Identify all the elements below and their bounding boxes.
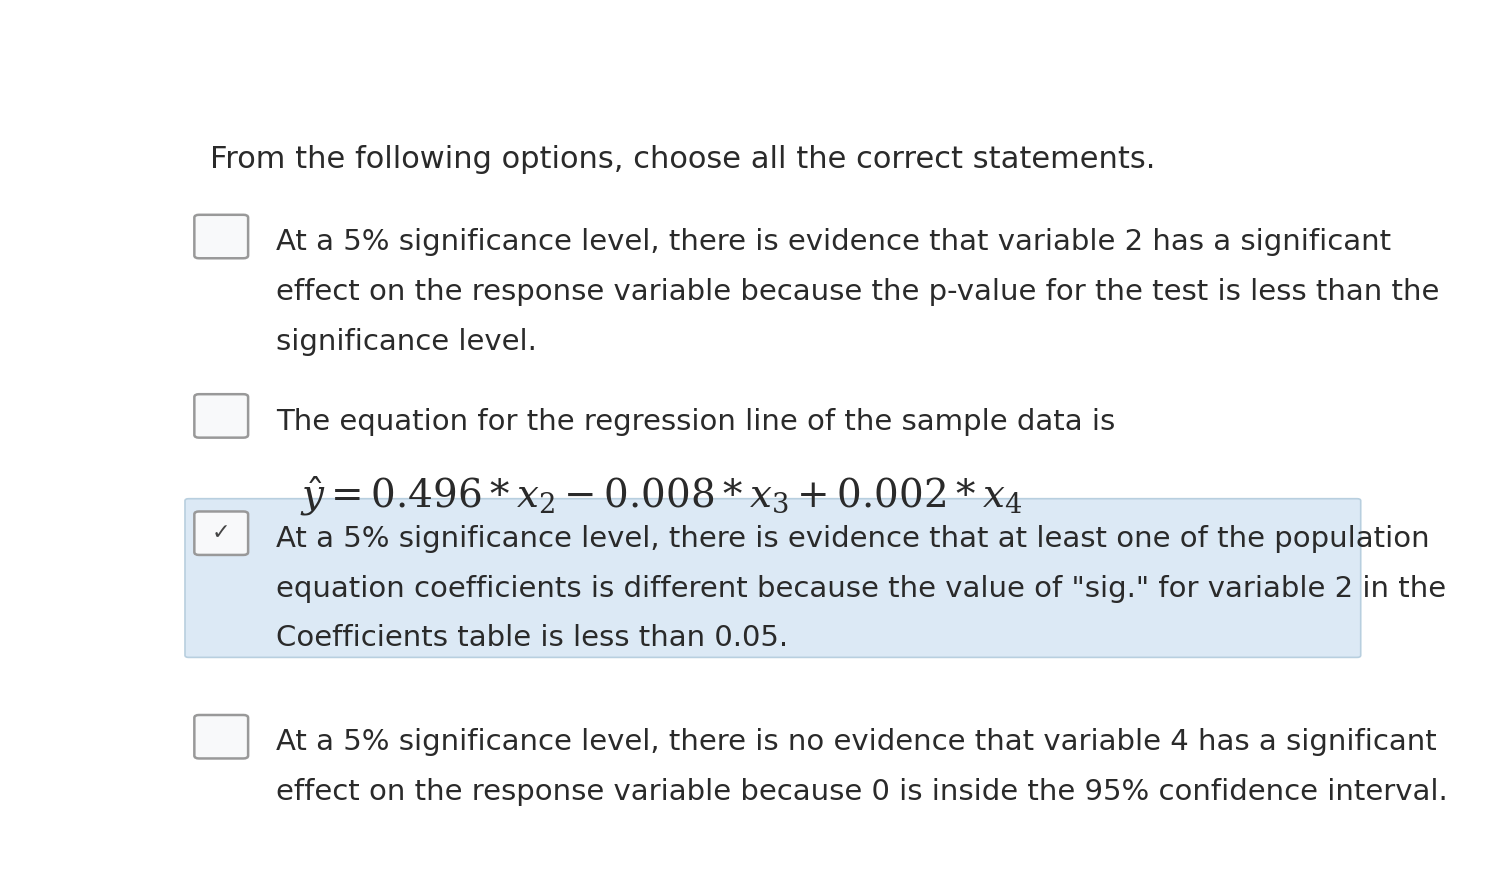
Text: Coefficients table is less than 0.05.: Coefficients table is less than 0.05. [276,625,789,652]
Text: The equation for the regression line of the sample data is: The equation for the regression line of … [276,408,1116,435]
FancyBboxPatch shape [185,499,1360,658]
Text: significance level.: significance level. [276,328,537,356]
Text: equation coefficients is different because the value of "sig." for variable 2 in: equation coefficients is different becau… [276,574,1446,603]
FancyBboxPatch shape [195,715,249,758]
Text: At a 5% significance level, there is no evidence that variable 4 has a significa: At a 5% significance level, there is no … [276,728,1437,756]
FancyBboxPatch shape [195,512,249,555]
FancyBboxPatch shape [195,215,249,258]
FancyBboxPatch shape [195,394,249,437]
Text: effect on the response variable because 0 is inside the 95% confidence interval.: effect on the response variable because … [276,778,1448,806]
Text: At a 5% significance level, there is evidence that variable 2 has a significant: At a 5% significance level, there is evi… [276,228,1392,256]
Text: From the following options, choose all the correct statements.: From the following options, choose all t… [210,145,1155,175]
Text: $\hat{y} = 0.496 * x_2 - 0.008 * x_3 + 0.002 * x_4$: $\hat{y} = 0.496 * x_2 - 0.008 * x_3 + 0… [300,475,1022,519]
Text: At a 5% significance level, there is evidence that at least one of the populatio: At a 5% significance level, there is evi… [276,525,1430,553]
Text: effect on the response variable because the p-value for the test is less than th: effect on the response variable because … [276,278,1440,306]
Text: ✓: ✓ [213,523,231,543]
